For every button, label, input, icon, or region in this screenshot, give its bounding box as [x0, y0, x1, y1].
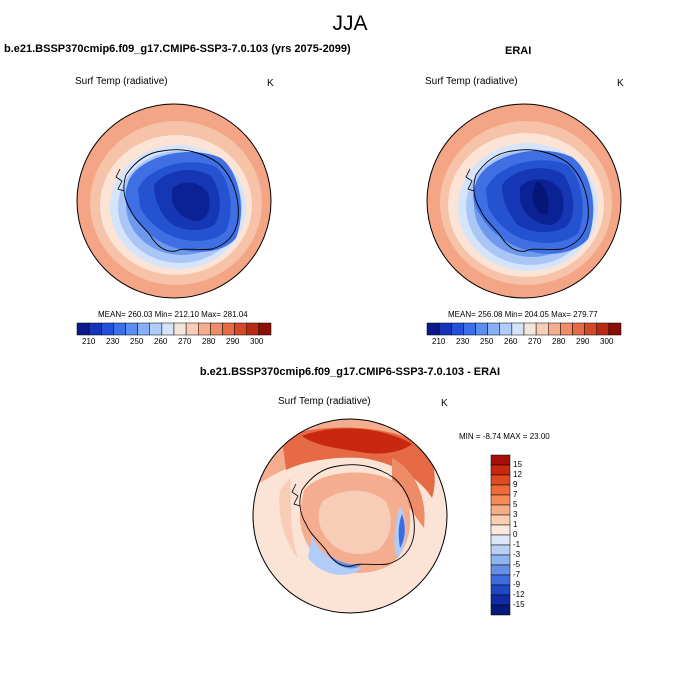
- panel-2-title: ERAI: [505, 45, 532, 57]
- colorbar-swatch: [584, 322, 597, 336]
- colorbar-swatch: [548, 322, 561, 336]
- cbar3-label: -7: [513, 570, 521, 579]
- colorbar-swatch: [490, 454, 511, 466]
- panel-2-stats: MEAN= 256.08 Min= 204.05 Max= 279.77: [448, 310, 598, 319]
- colorbar-swatch: [173, 322, 187, 336]
- colorbar-swatch: [210, 322, 223, 336]
- colorbar-swatch: [490, 504, 511, 516]
- cbar3-label: -1: [513, 540, 521, 549]
- colorbar-swatch: [246, 322, 260, 336]
- cbar2-tick: 300: [600, 337, 614, 346]
- colorbar-swatch: [523, 322, 537, 336]
- colorbar-swatch: [438, 322, 452, 336]
- difference-colorbar: [490, 454, 511, 616]
- colorbar-swatch: [490, 494, 511, 506]
- colorbar-swatch: [490, 474, 511, 486]
- colorbar-swatch: [490, 604, 511, 616]
- erai-colorbar: [426, 322, 622, 336]
- cbar3-label: 9: [513, 480, 518, 489]
- panel-1-title: b.e21.BSSP370cmip6.f09_g17.CMIP6-SSP3-7.…: [4, 43, 351, 55]
- colorbar-swatch: [490, 574, 511, 586]
- colorbar-swatch: [426, 322, 440, 336]
- panel-3-variable-label: Surf Temp (radiative): [278, 396, 371, 407]
- cbar2-tick: 290: [576, 337, 590, 346]
- cbar2-tick: 230: [456, 337, 470, 346]
- cbar3-label: -12: [513, 590, 525, 599]
- colorbar-swatch: [490, 484, 511, 496]
- colorbar-swatch: [499, 322, 513, 336]
- colorbar-swatch: [608, 322, 622, 336]
- colorbar-swatch: [490, 534, 511, 546]
- colorbar-swatch: [475, 322, 488, 336]
- colorbar-swatch: [490, 524, 511, 536]
- cbar1-tick: 290: [226, 337, 240, 346]
- cbar3-label: 15: [513, 460, 522, 469]
- cbar3-label: -15: [513, 600, 525, 609]
- colorbar-swatch: [198, 322, 211, 336]
- colorbar-swatch: [137, 322, 150, 336]
- cbar2-tick: 260: [504, 337, 518, 346]
- cbar3-label: -5: [513, 560, 521, 569]
- colorbar-swatch: [161, 322, 175, 336]
- model-colorbar: [76, 322, 272, 336]
- difference-temperature-map: [252, 418, 448, 614]
- colorbar-swatch: [490, 554, 511, 566]
- cbar3-label: 12: [513, 470, 522, 479]
- colorbar-swatch: [185, 322, 199, 336]
- colorbar-swatch: [596, 322, 610, 336]
- cbar1-tick: 230: [106, 337, 120, 346]
- panel-1-stats: MEAN= 260.03 Min= 212.10 Max= 281.04: [98, 310, 248, 319]
- panel-1-variable-label: Surf Temp (radiative): [75, 76, 168, 87]
- colorbar-swatch: [125, 322, 138, 336]
- cbar3-label: 7: [513, 490, 518, 499]
- model-temperature-map: [76, 103, 272, 299]
- colorbar-swatch: [88, 322, 102, 336]
- colorbar-swatch: [490, 464, 511, 476]
- cbar3-label: -3: [513, 550, 521, 559]
- panel-1-units-label: K: [267, 78, 274, 89]
- colorbar-swatch: [463, 322, 476, 336]
- cbar3-label: 5: [513, 500, 518, 509]
- colorbar-swatch: [560, 322, 573, 336]
- colorbar-swatch: [487, 322, 500, 336]
- cbar3-label: 3: [513, 510, 518, 519]
- cbar2-tick: 250: [480, 337, 494, 346]
- colorbar-swatch: [234, 322, 247, 336]
- colorbar-swatch: [222, 322, 235, 336]
- panel-3-units-label: K: [441, 398, 448, 409]
- panel-2-variable-label: Surf Temp (radiative): [425, 76, 518, 87]
- cbar2-tick: 270: [528, 337, 542, 346]
- cbar3-label: 0: [513, 530, 518, 539]
- colorbar-swatch: [76, 322, 90, 336]
- cbar1-tick: 260: [154, 337, 168, 346]
- colorbar-swatch: [511, 322, 525, 336]
- panel-3-title: b.e21.BSSP370cmip6.f09_g17.CMIP6-SSP3-7.…: [199, 366, 501, 378]
- cbar2-tick: 210: [432, 337, 446, 346]
- colorbar-swatch: [490, 514, 511, 526]
- cbar3-label: 1: [513, 520, 518, 529]
- cbar1-tick: 300: [250, 337, 264, 346]
- panel-2-units-label: K: [617, 78, 624, 89]
- colorbar-swatch: [490, 584, 511, 596]
- colorbar-swatch: [451, 322, 464, 336]
- colorbar-swatch: [535, 322, 549, 336]
- colorbar-swatch: [490, 594, 511, 606]
- cbar2-tick: 280: [552, 337, 566, 346]
- colorbar-swatch: [101, 322, 114, 336]
- panel-3-stats: MIN = -8.74 MAX = 23.00: [459, 432, 550, 441]
- colorbar-swatch: [572, 322, 585, 336]
- colorbar-swatch: [490, 564, 511, 576]
- colorbar-swatch: [113, 322, 126, 336]
- cbar1-tick: 250: [130, 337, 144, 346]
- cbar1-tick: 270: [178, 337, 192, 346]
- colorbar-swatch: [258, 322, 272, 336]
- colorbar-swatch: [149, 322, 163, 336]
- cbar1-tick: 280: [202, 337, 216, 346]
- cbar3-label: -9: [513, 580, 521, 589]
- colorbar-swatch: [490, 544, 511, 556]
- page-title: JJA: [332, 12, 368, 35]
- erai-temperature-map: [426, 103, 622, 299]
- cbar1-tick: 210: [82, 337, 96, 346]
